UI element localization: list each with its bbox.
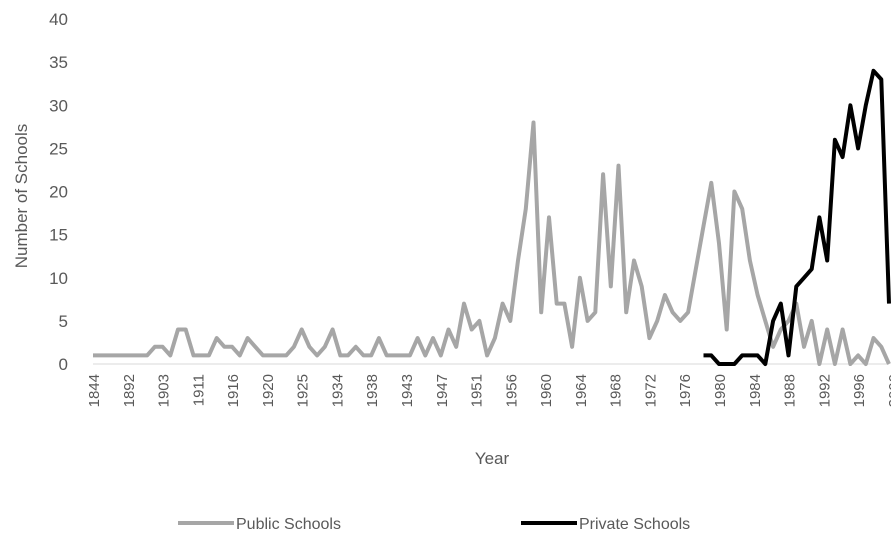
x-tick-label: 1920 — [260, 374, 277, 407]
legend: Public Schools Private Schools — [178, 516, 690, 533]
y-tick-label: 5 — [59, 312, 68, 331]
x-tick-label: 1925 — [295, 374, 312, 407]
y-tick-label: 0 — [59, 355, 68, 374]
x-tick-label: 1984 — [747, 374, 764, 407]
y-axis-ticks: 0 5 10 15 20 25 30 35 40 — [49, 10, 68, 374]
x-tick-label: 1976 — [677, 374, 694, 407]
x-tick-label: 1980 — [712, 374, 729, 407]
y-tick-label: 30 — [49, 96, 68, 115]
legend-label: Private Schools — [579, 516, 690, 533]
x-tick-label: 1934 — [329, 374, 346, 407]
x-tick-label: 1947 — [434, 374, 451, 407]
series-line-public-schools — [93, 120, 891, 366]
x-tick-label: 1988 — [782, 374, 799, 407]
legend-label: Public Schools — [236, 516, 341, 533]
y-tick-label: 25 — [49, 139, 68, 158]
x-tick-label: 1960 — [538, 374, 555, 407]
x-tick-label: 1892 — [121, 374, 138, 407]
x-tick-label: 1996 — [851, 374, 868, 407]
x-axis-ticks: 1844 1892 1903 1911 1916 1920 1925 1934 1938 1943… — [86, 374, 891, 407]
y-tick-label: 10 — [49, 269, 68, 288]
x-tick-label: 2000 — [886, 374, 891, 407]
x-tick-label: 1938 — [364, 374, 381, 407]
x-tick-label: 1956 — [503, 374, 520, 407]
x-tick-label: 1992 — [816, 374, 833, 407]
x-tick-label: 1844 — [86, 374, 103, 407]
x-axis-label: Year — [475, 449, 510, 468]
y-tick-label: 35 — [49, 53, 68, 72]
y-tick-label: 40 — [49, 10, 68, 29]
x-tick-label: 1964 — [573, 374, 590, 407]
x-tick-label: 1916 — [225, 374, 242, 407]
x-tick-label: 1968 — [608, 374, 625, 407]
y-axis-label: Number of Schools — [12, 124, 31, 269]
x-tick-label: 1972 — [642, 374, 659, 407]
y-tick-label: 20 — [49, 183, 68, 202]
x-tick-label: 1943 — [399, 374, 416, 407]
x-tick-label: 1903 — [156, 374, 173, 407]
series-line-private-schools — [703, 68, 891, 366]
y-tick-label: 15 — [49, 226, 68, 245]
series-lines — [93, 68, 891, 366]
x-tick-label: 1911 — [190, 374, 207, 406]
x-tick-label: 1951 — [469, 374, 486, 407]
